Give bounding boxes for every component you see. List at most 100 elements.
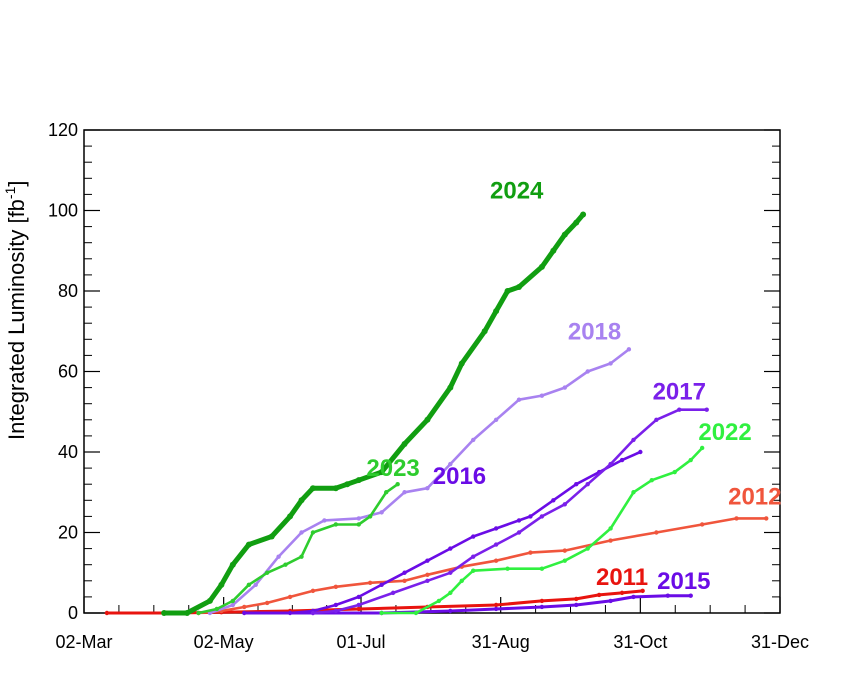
x-tick-label: 01-Jul (337, 632, 386, 652)
series-point-2024 (493, 308, 500, 315)
series-point-2018 (356, 516, 361, 521)
x-tick-label: 02-May (194, 632, 254, 652)
series-point-2018 (585, 369, 590, 374)
series-point-2011 (356, 606, 361, 612)
series-point-2024 (538, 263, 545, 270)
x-tick-label: 02-Mar (55, 632, 112, 652)
series-point-2012 (654, 530, 659, 535)
y-axis-title-close: ] (4, 181, 29, 187)
series-point-2023 (299, 554, 304, 559)
series-point-2018 (322, 518, 327, 523)
series-label-2011: 2011 (596, 564, 648, 591)
series-point-2017 (585, 482, 590, 487)
series-point-2012 (493, 558, 499, 563)
series-point-2017 (631, 437, 636, 443)
series-point-2024 (573, 219, 580, 226)
series-point-2022 (459, 578, 464, 583)
series-point-2022 (631, 490, 636, 495)
series-point-2022 (505, 566, 510, 571)
series-point-2023 (230, 598, 236, 604)
series-label-2016: 2016 (433, 463, 486, 490)
series-point-2023 (356, 522, 361, 527)
series-point-2011 (640, 588, 645, 594)
series-point-2012 (264, 600, 270, 606)
series-point-2017 (516, 530, 522, 535)
series-point-2016 (493, 526, 499, 531)
series-point-2016 (356, 594, 361, 600)
series-labels: 2011 2012 2015 2016 2017 2018 2022 2023 2024 (366, 177, 781, 594)
series-point-2017 (704, 407, 709, 412)
series-point-2022 (562, 558, 567, 563)
axis-ticks: 0 20 40 60 80 100 120 02-Mar 02-May 01-Jul 31-Aug 3… (48, 120, 809, 652)
series-point-2017 (654, 417, 659, 422)
series-label-2018: 2018 (568, 318, 621, 345)
series-point-2016 (333, 602, 339, 608)
y-tick-label: 80 (58, 281, 78, 301)
series-point-2024 (161, 610, 168, 616)
series-point-2011 (574, 596, 579, 602)
series-point-2022 (649, 477, 654, 483)
y-tick-label: 0 (68, 603, 78, 623)
series-point-2018 (562, 385, 567, 390)
series-point-2012 (764, 516, 769, 521)
series-point-2016 (471, 534, 476, 539)
series-point-2011 (493, 602, 499, 608)
series-line-2011 (105, 589, 645, 615)
series-point-2012 (425, 572, 430, 577)
series-point-2022 (448, 590, 453, 596)
series-point-2017 (390, 590, 396, 596)
series-point-2017 (333, 608, 339, 614)
series-point-2022 (379, 610, 384, 616)
series-point-2018 (626, 347, 632, 352)
series-point-2017 (471, 554, 476, 559)
series-point-2016 (619, 457, 625, 463)
y-tick-label: 20 (58, 523, 78, 543)
plot-frame (83, 129, 781, 614)
series-point-2018 (608, 361, 613, 366)
series-point-2024 (481, 328, 488, 335)
series-point-2011 (104, 610, 110, 616)
series-point-2016 (638, 449, 643, 455)
series-point-2022 (608, 526, 613, 531)
series-point-2023 (384, 490, 389, 495)
series-point-2024 (355, 477, 362, 484)
series-point-2024 (184, 610, 191, 616)
series-point-2011 (596, 592, 602, 598)
series-point-2024 (424, 416, 431, 423)
series-point-2012 (528, 550, 533, 555)
series-label-2015: 2015 (657, 568, 710, 595)
series-point-2022 (672, 469, 677, 475)
series-point-2017 (562, 502, 567, 507)
series-point-2024 (268, 533, 275, 540)
series-point-2016 (425, 558, 430, 563)
series-point-2024 (245, 541, 252, 548)
series-point-2016 (448, 546, 453, 551)
y-tick-label: 120 (48, 120, 78, 140)
series-point-2015 (665, 593, 671, 598)
series-point-2018 (299, 530, 304, 535)
series-point-2024 (378, 469, 385, 476)
series-point-2018 (379, 510, 384, 515)
series-point-2018 (539, 393, 545, 398)
series-line-2022 (380, 446, 704, 615)
series-point-2015 (608, 598, 613, 604)
series-point-2023 (283, 562, 288, 567)
y-axis-title-main: Integrated Luminosity [fb (4, 199, 29, 440)
series-point-2023 (367, 514, 373, 519)
series-point-2023 (214, 606, 219, 612)
series-point-2012 (367, 580, 373, 586)
series-point-2018 (448, 461, 453, 467)
series-point-2015 (539, 604, 545, 610)
series-point-2024 (309, 485, 316, 492)
series-point-2012 (242, 604, 247, 610)
series-point-2022 (471, 568, 476, 573)
series-point-2018 (276, 554, 281, 559)
series-point-2012 (310, 588, 316, 594)
series-label-2017: 2017 (653, 379, 706, 406)
y-axis-title-sup: -1 (2, 186, 18, 199)
series-point-2015 (448, 608, 453, 614)
series-point-2024 (298, 497, 305, 504)
series-point-2024 (580, 211, 587, 218)
series-point-2024 (561, 231, 568, 238)
